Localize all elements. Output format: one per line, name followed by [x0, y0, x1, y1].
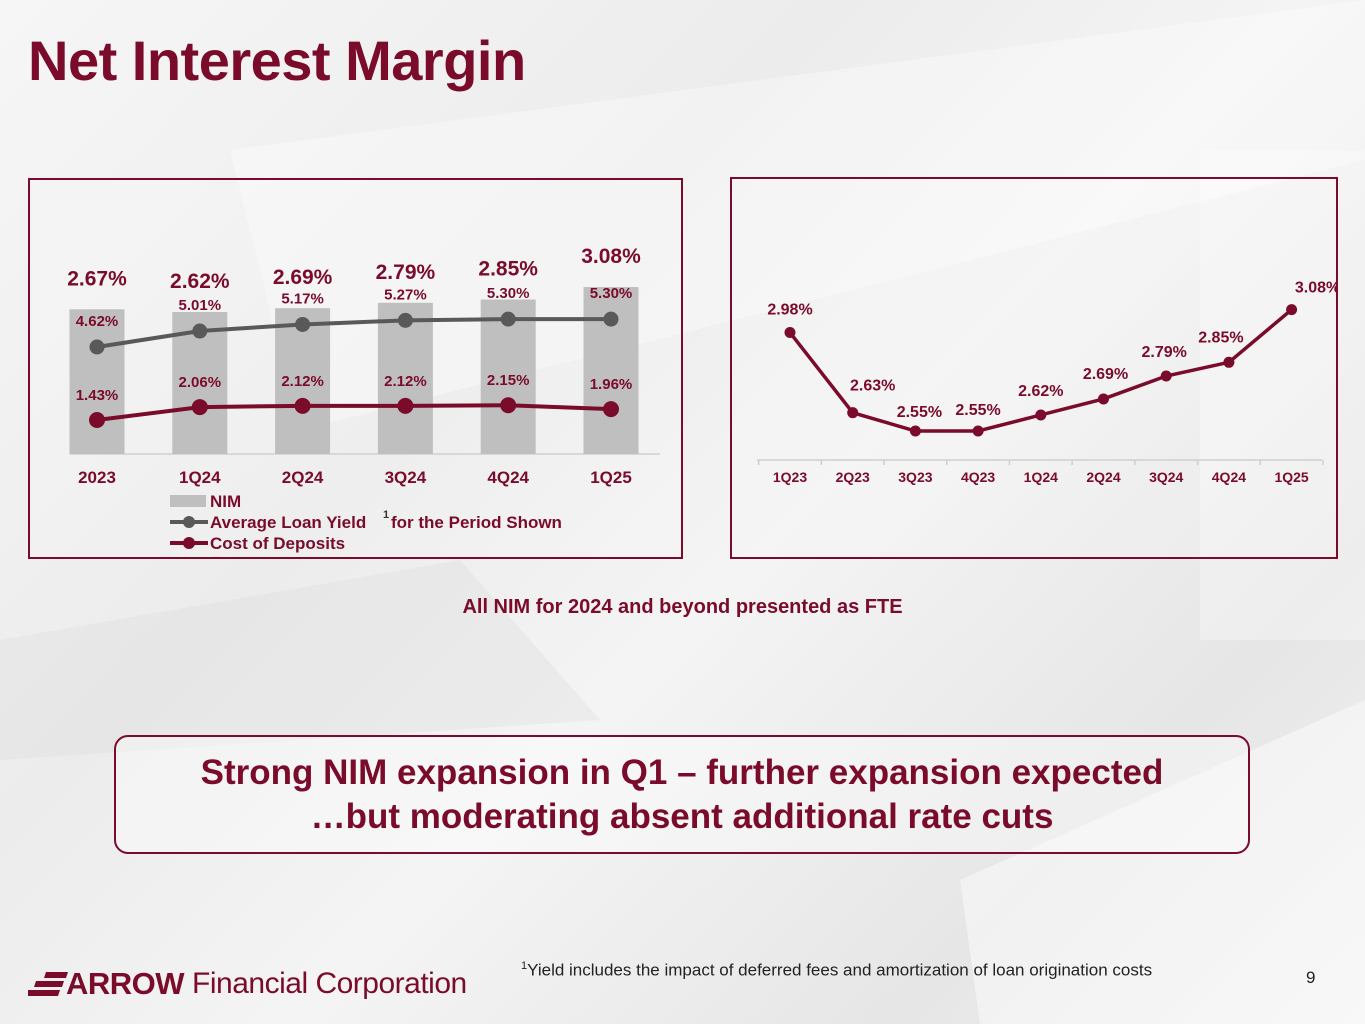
nim-yield-chart-panel: 2.67% 2023 2.62% 1Q24 2.69% 2Q24 2.79% 3Q24 2.85…: [28, 178, 683, 559]
legend-cost-of-deposits-marker: [183, 537, 195, 549]
nim-trend-label: 3.08%: [1295, 280, 1336, 297]
x-tick-label: 1Q24: [1024, 469, 1058, 485]
cost-of-deposits-point: [294, 397, 311, 414]
x-tick-label: 4Q24: [1212, 469, 1246, 485]
fte-note: All NIM for 2024 and beyond presented as…: [462, 596, 903, 618]
nim-trend-point: [909, 425, 921, 437]
loan-yield-point: [192, 323, 208, 339]
nim-bar: [377, 302, 433, 454]
nim-trend-chart: 2.98% 1Q23 2.63% 2Q23 2.55% 3Q23 2.55% 4Q23 2.62…: [757, 280, 1340, 485]
footnote-marker: 1: [521, 960, 528, 972]
nim-bar-label: 2.69%: [273, 266, 333, 289]
footnote: 1Yield includes the impact of deferred f…: [521, 960, 1152, 981]
nim-trend-label: 2.55%: [955, 402, 1000, 419]
nim-trend-point: [1098, 393, 1109, 405]
legend-cost-of-deposits-label: Cost of Deposits: [210, 534, 345, 553]
nim-trend-label: 2.69%: [1083, 366, 1128, 383]
nim-bar-label: 3.08%: [581, 245, 641, 268]
cost-of-deposits-label: 1.43%: [76, 387, 119, 404]
logo-text: Financial Corporation: [192, 967, 467, 1000]
loan-yield-label: 5.27%: [384, 286, 427, 303]
loan-yield-label: 5.30%: [590, 285, 633, 302]
nim-trend-point: [972, 425, 984, 437]
nim-bar-label: 2.67%: [67, 267, 127, 290]
legend-loan-yield-marker: [183, 516, 195, 528]
cost-of-deposits-point: [191, 399, 208, 416]
x-tick-label: 2023: [78, 468, 116, 487]
loan-yield-label: 5.01%: [179, 297, 222, 314]
logo-brand: ARROW: [66, 966, 185, 1001]
cost-of-deposits-point: [500, 397, 517, 414]
loan-yield-label: 5.17%: [281, 290, 324, 307]
legend-nim-label: NIM: [210, 492, 241, 511]
loan-yield-point: [500, 311, 516, 327]
x-tick-label: 3Q24: [1149, 469, 1183, 485]
footnote-marker: 1: [383, 509, 389, 521]
cost-of-deposits-label: 2.06%: [179, 374, 222, 391]
x-tick-label: 2Q23: [836, 469, 870, 485]
nim-bar: [275, 308, 331, 454]
nim-trend-point: [1286, 304, 1298, 316]
nim-bar-label: 2.85%: [478, 258, 538, 281]
x-tick-label: 2Q24: [1086, 469, 1120, 485]
cost-of-deposits-point: [89, 412, 105, 428]
nim-trend-label: 2.79%: [1142, 344, 1187, 361]
cost-of-deposits-label: 2.12%: [281, 373, 324, 390]
x-tick-label: 2Q24: [282, 468, 324, 487]
nim-bar-label: 2.62%: [170, 270, 230, 293]
x-tick-label: 1Q25: [590, 468, 632, 487]
nim-bar: [69, 309, 125, 454]
nim-trend-chart-panel: 2.98% 1Q23 2.63% 2Q23 2.55% 3Q23 2.55% 4Q23 2.62…: [730, 177, 1340, 559]
nim-trend-label: 2.85%: [1198, 329, 1243, 346]
loan-yield-point: [295, 316, 311, 332]
cost-of-deposits-point: [603, 401, 619, 418]
callout-box: Strong NIM expansion in Q1 – further exp…: [114, 735, 1250, 854]
loan-yield-line: [96, 317, 611, 349]
footnote-text: Yield includes the impact of deferred fe…: [527, 960, 1153, 980]
x-tick-label: 4Q24: [487, 468, 529, 487]
cost-of-deposits-line: [96, 403, 612, 422]
loan-yield-label: 5.30%: [487, 285, 530, 302]
cost-of-deposits-label: 2.12%: [384, 373, 427, 390]
nim-trend-point: [1035, 409, 1047, 421]
nim-trend-label: 2.55%: [897, 404, 942, 421]
x-tick-label: 3Q23: [898, 469, 932, 485]
legend-loan-yield-label-cont: for the Period Shown: [391, 513, 562, 532]
company-logo: ARROW Financial Corporation: [28, 964, 467, 1004]
loan-yield-point: [89, 339, 105, 355]
cost-of-deposits-label: 2.15%: [487, 372, 530, 389]
page-title: Net Interest Margin: [28, 29, 526, 92]
cost-of-deposits-point: [397, 397, 414, 414]
page-number: 9: [1306, 968, 1316, 987]
x-tick-label: 4Q23: [961, 469, 995, 485]
callout-line-1: Strong NIM expansion in Q1 – further exp…: [200, 752, 1164, 792]
callout-line-2: …but moderating absent additional rate c…: [310, 796, 1054, 836]
loan-yield-label: 4.62%: [76, 313, 119, 330]
legend-loan-yield-label: Average Loan Yield: [210, 513, 366, 532]
nim-trend-point: [847, 407, 859, 419]
nim-yield-chart: 2.67% 2023 2.62% 1Q24 2.69% 2Q24 2.79% 3Q24 2.85…: [67, 245, 660, 553]
nim-trend-label: 2.62%: [1018, 383, 1063, 400]
x-tick-label: 1Q23: [773, 469, 807, 485]
loan-yield-point: [603, 311, 619, 327]
legend-nim-swatch: [170, 495, 206, 507]
nim-trend-label: 2.98%: [767, 302, 812, 319]
nim-bar-label: 2.79%: [376, 261, 436, 284]
x-tick-label: 3Q24: [385, 468, 427, 487]
nim-trend-point: [784, 327, 796, 339]
arrow-logo-icon: [28, 972, 68, 996]
nim-trend-point: [1160, 370, 1172, 382]
nim-trend-label: 2.63%: [850, 378, 895, 395]
x-tick-label: 1Q25: [1274, 469, 1308, 485]
x-tick-label: 1Q24: [179, 468, 221, 487]
loan-yield-point: [397, 312, 413, 328]
nim-trend-point: [1223, 356, 1235, 368]
cost-of-deposits-label: 1.96%: [590, 376, 633, 393]
